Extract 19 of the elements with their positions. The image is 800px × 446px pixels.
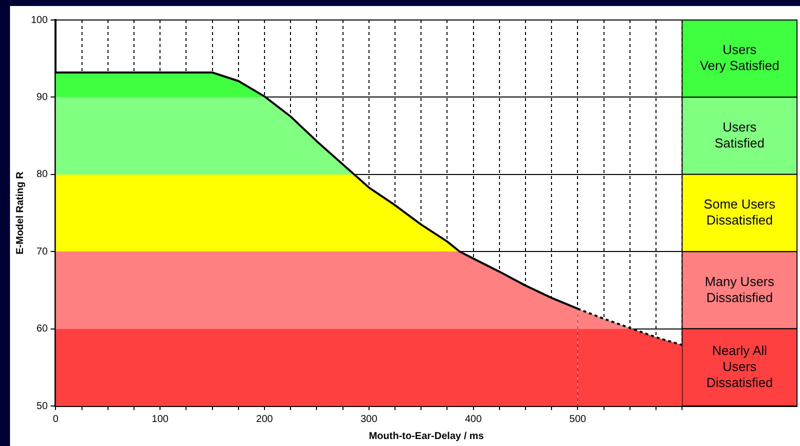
- y-tick-label: 70: [36, 246, 48, 258]
- x-tick-label: 400: [464, 414, 482, 425]
- x-tick-label: 0: [52, 414, 59, 425]
- x-tick-label: 100: [152, 414, 169, 425]
- x-tick-label: 300: [360, 414, 378, 425]
- y-tick-label: 60: [36, 324, 48, 335]
- band-label: Nearly All Users Dissatisfied: [706, 342, 773, 390]
- band-label: Many Users Dissatisfied: [704, 274, 775, 305]
- y-tick-label: 100: [30, 14, 48, 26]
- x-tick-label: 200: [256, 414, 274, 425]
- band-label: Some Users Dissatisfied: [704, 196, 776, 228]
- band-label: Users Satisfied: [714, 119, 765, 150]
- y-tick-label: 50: [36, 400, 48, 412]
- x-tick-label: 500: [569, 414, 587, 425]
- y-tick-label: 80: [36, 169, 48, 180]
- band-label: Users Very Satisfied: [700, 42, 780, 74]
- x-axis-title: Mouth-to-Ear-Delay / ms: [368, 430, 484, 442]
- y-tick-label: 90: [36, 92, 48, 103]
- y-axis-title: E-Model Rating R: [14, 170, 26, 254]
